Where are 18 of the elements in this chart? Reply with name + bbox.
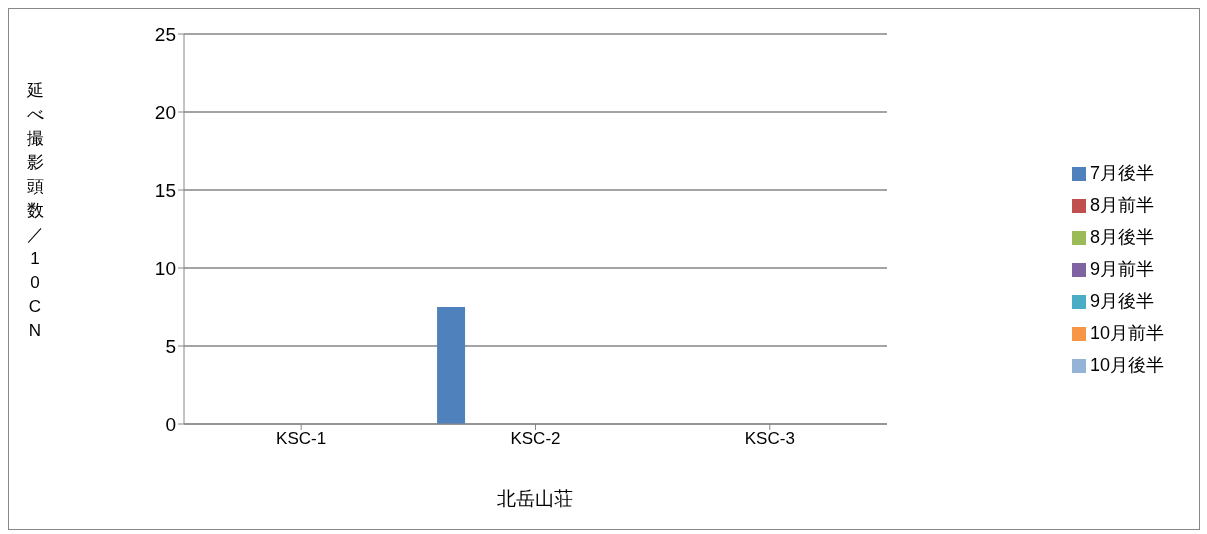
x-tick-label: KSC-1 [276, 429, 327, 449]
y-tick-label: 0 [165, 413, 176, 435]
text: 延べ撮影頭数／10CN [26, 81, 44, 340]
y-tick-label: 15 [154, 179, 176, 201]
y-tick-label: 5 [165, 335, 176, 357]
y-tick-label: 10 [154, 257, 176, 279]
x-tick-label: KSC-3 [744, 429, 795, 449]
x-tick-label: KSC-2 [510, 429, 561, 449]
legend-label: 8月後半 [1089, 227, 1154, 247]
x-axis-title: 北岳山荘 [497, 488, 574, 510]
legend-label: 7月後半 [1089, 163, 1154, 183]
y-tick-label: 25 [154, 23, 176, 45]
legend-label: 10月前半 [1089, 323, 1164, 343]
y-tick-label: 20 [154, 101, 176, 123]
legend-label: 9月後半 [1089, 291, 1154, 311]
legend-label: 8月前半 [1089, 195, 1154, 215]
legend-label: 10月後半 [1089, 355, 1164, 375]
legend-label: 9月前半 [1089, 259, 1154, 279]
